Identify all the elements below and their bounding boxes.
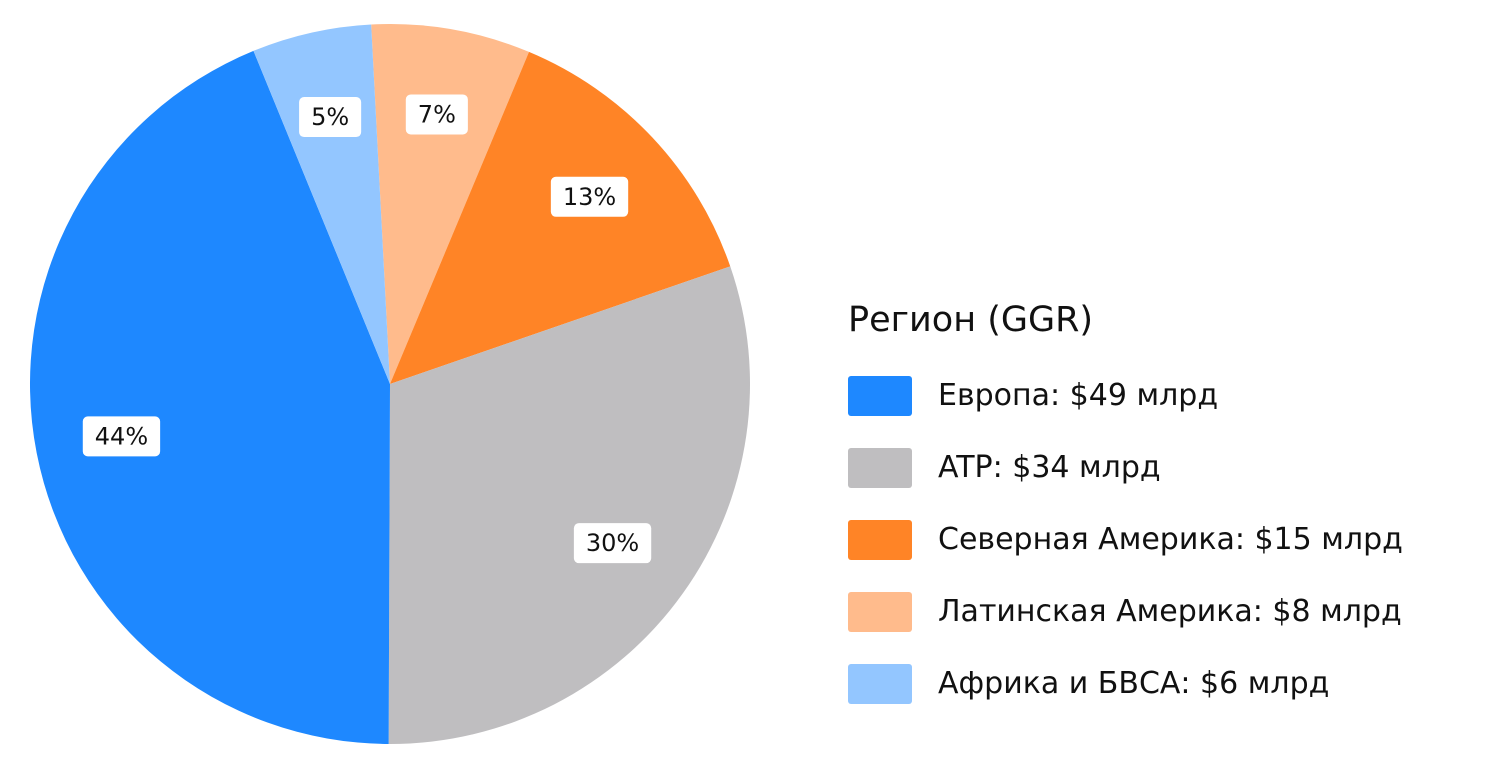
legend-label-north-america: Северная Америка: $15 млрд xyxy=(938,522,1403,557)
pie-slice-europe xyxy=(30,50,391,744)
pie-slice-apac xyxy=(388,266,750,744)
legend-swatch-europe xyxy=(848,376,912,416)
pie-label-box-north-america xyxy=(550,176,629,217)
pie-label-text-africa-mena: 5% xyxy=(311,103,349,131)
legend-swatch-north-america xyxy=(848,520,912,560)
legend-item-apac: ATP: $34 млрд xyxy=(848,432,1403,504)
pie-label-box-europe xyxy=(82,416,161,457)
legend-label-europe: Европа: $49 млрд xyxy=(938,378,1219,413)
pie-slices xyxy=(30,24,750,744)
legend-label-africa-mena: Африка и БВСА: $6 млрд xyxy=(938,666,1330,701)
legend-swatch-africa-mena xyxy=(848,664,912,704)
legend-label-apac: ATP: $34 млрд xyxy=(938,450,1161,485)
pie-label-apac: 30% xyxy=(573,523,652,564)
pie-label-text-north-america: 13% xyxy=(563,183,616,211)
legend-title: Регион (GGR) xyxy=(848,300,1094,340)
legend-item-latin-america: Латинская Америка: $8 млрд xyxy=(848,576,1403,648)
pie-label-north-america: 13% xyxy=(550,176,629,217)
pie-label-box-africa-mena xyxy=(299,97,362,138)
pie-label-box-apac xyxy=(573,523,652,564)
pie-label-africa-mena: 5% xyxy=(299,97,362,138)
legend-item-africa-mena: Африка и БВСА: $6 млрд xyxy=(848,648,1403,720)
pie-slice-north-america xyxy=(390,51,731,385)
pie-label-text-europe: 44% xyxy=(95,422,148,450)
legend: Регион (GGR) Европа: $49 млрд ATP: $34 м… xyxy=(848,290,1403,720)
pie-label-latin-america: 7% xyxy=(405,94,468,135)
pie-label-europe: 44% xyxy=(82,416,161,457)
legend-swatch-latin-america xyxy=(848,592,912,632)
legend-swatch-apac xyxy=(848,448,912,488)
pie-label-box-latin-america xyxy=(405,94,468,135)
legend-item-north-america: Северная Америка: $15 млрд xyxy=(848,504,1403,576)
pie-label-text-latin-america: 7% xyxy=(418,100,456,128)
pie-label-text-apac: 30% xyxy=(586,529,639,557)
legend-label-latin-america: Латинская Америка: $8 млрд xyxy=(938,594,1402,629)
pie-percent-labels: 7% 13% 30% 44% 5% xyxy=(82,94,652,564)
legend-item-europe: Европа: $49 млрд xyxy=(848,360,1403,432)
